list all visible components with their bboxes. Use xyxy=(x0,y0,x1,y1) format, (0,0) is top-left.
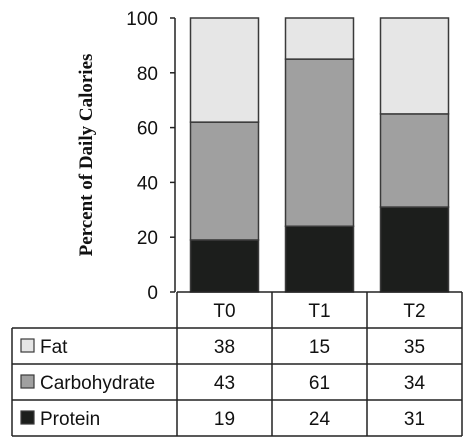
plot-area xyxy=(189,17,450,293)
category-label-t2: T2 xyxy=(403,301,425,322)
value-fat-t0: 38 xyxy=(214,337,235,358)
legend-label-fat: Fat xyxy=(40,337,68,358)
bar-fat-t1 xyxy=(284,17,355,60)
category-label-t1: T1 xyxy=(308,301,330,322)
y-tick-label: 40 xyxy=(137,173,158,194)
legend-swatch-fat xyxy=(20,338,35,353)
value-protein-t2: 31 xyxy=(404,409,425,430)
value-fat-t2: 35 xyxy=(404,337,425,358)
value-protein-t1: 24 xyxy=(309,409,331,430)
bar-protein-t0 xyxy=(189,239,260,293)
y-tick-label: 100 xyxy=(126,9,158,30)
bar-carbohydrate-t1 xyxy=(284,58,355,227)
bar-carbohydrate-t0 xyxy=(189,121,260,241)
y-tick-label: 60 xyxy=(137,119,158,140)
y-tick-label: 20 xyxy=(137,228,158,249)
value-carbohydrate-t2: 34 xyxy=(404,373,426,394)
value-carbohydrate-t1: 61 xyxy=(309,373,330,394)
legend-swatch-protein xyxy=(20,410,35,425)
y-axis-label: Percent of Daily Calories xyxy=(76,54,97,257)
data-table: T0 T1 T2 Fat 38 15 35 Carbohydrate 43 61 34 Protein… xyxy=(11,291,463,437)
value-protein-t0: 19 xyxy=(214,409,235,430)
value-carbohydrate-t0: 43 xyxy=(214,373,235,394)
legend-label-protein: Protein xyxy=(40,409,100,430)
bar-carbohydrate-t2 xyxy=(379,113,450,208)
value-fat-t1: 15 xyxy=(309,337,330,358)
y-tick-label: 80 xyxy=(137,64,158,85)
legend-label-carbohydrate: Carbohydrate xyxy=(40,373,155,394)
bar-fat-t0 xyxy=(189,17,260,123)
y-axis: 0 20 40 60 80 100 xyxy=(126,9,176,304)
legend-swatch-carbohydrate xyxy=(20,374,35,389)
y-tick-label: 0 xyxy=(147,283,158,304)
bar-protein-t1 xyxy=(284,225,355,293)
bar-protein-t2 xyxy=(379,206,450,293)
bar-fat-t2 xyxy=(379,17,450,115)
category-label-t0: T0 xyxy=(213,301,235,322)
